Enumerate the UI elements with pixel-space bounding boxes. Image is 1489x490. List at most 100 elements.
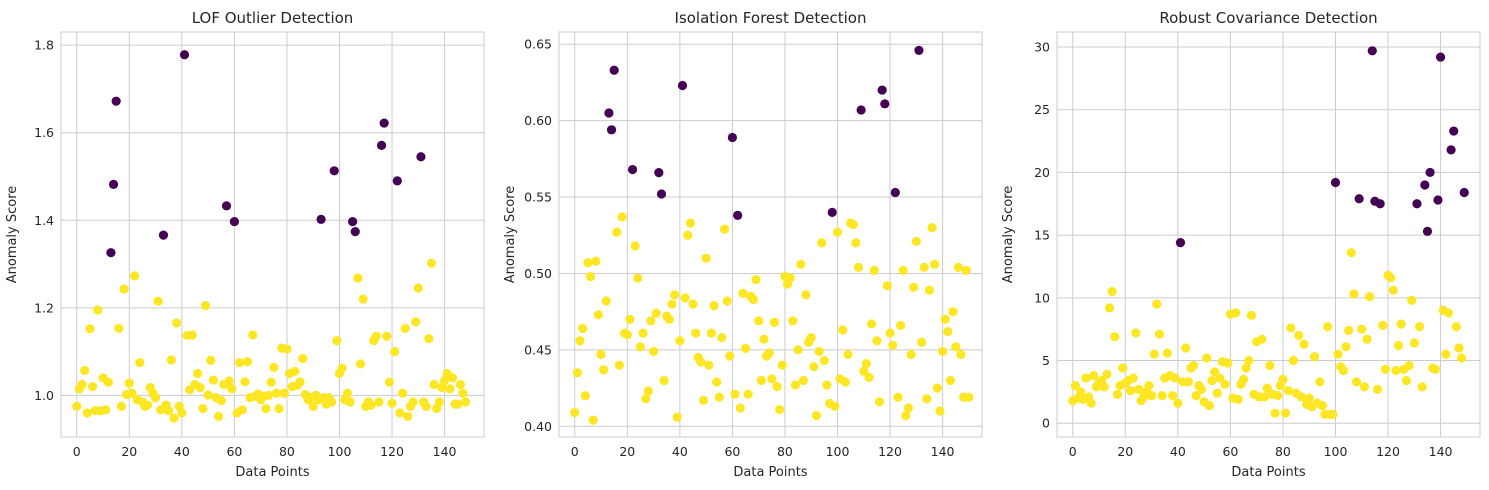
normal-point	[570, 407, 580, 418]
outlier-point	[1375, 199, 1385, 209]
normal-point	[87, 382, 98, 392]
normal-point	[355, 359, 366, 369]
outlier-point	[656, 189, 667, 199]
outlier-point	[1449, 126, 1459, 136]
normal-point	[725, 351, 735, 361]
y-tick-label: 0.60	[524, 113, 552, 128]
x-axis-label: Data Points	[1231, 465, 1305, 480]
normal-point	[664, 314, 674, 324]
normal-point	[124, 378, 134, 388]
normal-point	[1125, 386, 1136, 396]
normal-point	[358, 294, 368, 304]
normal-point	[648, 346, 659, 357]
normal-point	[101, 405, 111, 415]
outlier-point	[1422, 226, 1433, 236]
normal-point	[580, 391, 590, 401]
normal-point	[1128, 373, 1138, 383]
normal-point	[575, 336, 585, 346]
normal-point	[859, 366, 869, 376]
x-tick-label: 80	[279, 444, 295, 459]
normal-point	[903, 403, 914, 413]
normal-point	[295, 377, 305, 387]
normal-point	[809, 362, 819, 372]
normal-point	[651, 308, 661, 318]
normal-point	[811, 411, 822, 421]
normal-point	[806, 333, 816, 343]
normal-point	[961, 265, 971, 276]
normal-point	[777, 360, 787, 370]
normal-point	[916, 337, 927, 347]
x-tick-label: 140	[1429, 444, 1453, 459]
normal-point	[266, 377, 276, 387]
normal-point	[271, 388, 282, 398]
normal-point	[1189, 360, 1199, 371]
normal-point	[911, 236, 921, 246]
normal-point	[638, 328, 648, 338]
normal-point	[948, 307, 958, 317]
normal-point	[612, 227, 622, 237]
x-tick-label: 120	[1376, 444, 1400, 459]
normal-point	[93, 305, 103, 315]
y-tick-label: 0.45	[524, 342, 552, 357]
normal-point	[1231, 308, 1241, 318]
normal-point	[814, 346, 824, 357]
normal-point	[1146, 391, 1157, 401]
normal-point	[790, 380, 801, 390]
normal-point	[366, 400, 376, 410]
normal-point	[670, 290, 680, 300]
outlier-point	[1367, 46, 1377, 56]
normal-point	[667, 299, 677, 309]
normal-point	[1110, 332, 1120, 342]
normal-point	[940, 314, 950, 324]
normal-point	[387, 398, 397, 408]
normal-point	[588, 415, 598, 425]
plot-area	[61, 32, 484, 437]
normal-point	[1144, 380, 1154, 391]
normal-point	[743, 389, 753, 399]
normal-point	[447, 373, 458, 383]
normal-point	[1414, 322, 1425, 332]
normal-point	[596, 349, 606, 360]
normal-point	[1288, 355, 1299, 366]
normal-point	[195, 382, 205, 393]
normal-point	[853, 262, 864, 272]
normal-point	[1341, 342, 1351, 352]
normal-point	[943, 326, 953, 337]
outlier-point	[890, 187, 900, 198]
normal-point	[617, 212, 627, 222]
normal-point	[458, 388, 468, 398]
outlier-point	[1446, 145, 1456, 155]
normal-point	[80, 365, 90, 376]
normal-point	[937, 346, 948, 357]
normal-point	[169, 413, 179, 423]
normal-point	[1076, 387, 1086, 397]
normal-point	[764, 348, 774, 358]
outlier-point	[221, 201, 232, 211]
y-tick-label: 25	[1034, 102, 1050, 117]
normal-point	[740, 343, 751, 353]
normal-point	[1241, 363, 1251, 373]
normal-point	[1404, 360, 1414, 371]
normal-point	[437, 382, 447, 393]
normal-point	[754, 316, 764, 326]
normal-point	[395, 408, 405, 418]
chart-panel-2: 0 20 40 60 80 100 120 140 0.40 0.45 0.50 0.55 0.60 0.…	[503, 9, 983, 480]
outlier-point	[106, 248, 116, 258]
normal-point	[214, 411, 224, 422]
normal-point	[1104, 303, 1115, 313]
normal-point	[248, 330, 258, 340]
normal-point	[696, 357, 706, 367]
normal-point	[1270, 408, 1280, 418]
chart-panel-3: 0 20 40 60 80 100 120 140 0 5 10 15 20 25 30 Robust Cov…	[1001, 9, 1481, 480]
outlier-point	[609, 65, 619, 75]
x-tick-label: 120	[878, 444, 902, 459]
normal-point	[956, 349, 966, 360]
normal-point	[714, 392, 724, 402]
outlier-point	[416, 152, 426, 162]
outlier-point	[329, 166, 339, 176]
normal-point	[1333, 349, 1343, 359]
y-tick-label: 1.8	[34, 38, 54, 53]
normal-point	[235, 357, 245, 368]
normal-point	[342, 388, 352, 398]
normal-point	[1149, 349, 1159, 359]
